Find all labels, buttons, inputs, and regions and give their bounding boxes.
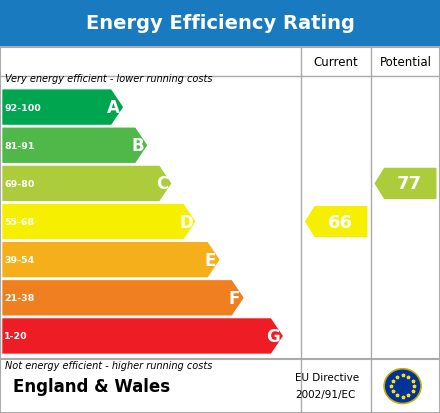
Text: EU Directive: EU Directive	[295, 372, 359, 382]
Text: G: G	[267, 327, 280, 345]
Text: 66: 66	[327, 213, 352, 231]
Text: Potential: Potential	[379, 55, 432, 69]
Text: Not energy efficient - higher running costs: Not energy efficient - higher running co…	[5, 360, 213, 370]
Polygon shape	[2, 204, 196, 240]
Text: B: B	[132, 137, 144, 155]
Text: 55-68: 55-68	[4, 218, 35, 226]
Text: England & Wales: England & Wales	[13, 377, 170, 395]
Polygon shape	[2, 318, 284, 354]
Circle shape	[384, 369, 421, 404]
Text: 39-54: 39-54	[4, 256, 34, 265]
Text: C: C	[156, 175, 168, 193]
Text: 21-38: 21-38	[4, 294, 35, 303]
Text: Energy Efficiency Rating: Energy Efficiency Rating	[85, 14, 355, 33]
Text: 92-100: 92-100	[4, 103, 41, 112]
Text: Very energy efficient - lower running costs: Very energy efficient - lower running co…	[5, 74, 213, 84]
Polygon shape	[2, 242, 220, 278]
Polygon shape	[2, 90, 124, 126]
Polygon shape	[2, 280, 244, 316]
Text: F: F	[229, 289, 240, 307]
Text: 69-80: 69-80	[4, 179, 35, 188]
Polygon shape	[2, 166, 172, 202]
Bar	[0, 0, 440, 47]
Text: D: D	[179, 213, 193, 231]
Bar	[0, 47, 440, 413]
Text: 2002/91/EC: 2002/91/EC	[295, 389, 355, 399]
Text: E: E	[205, 251, 216, 269]
Text: 1-20: 1-20	[4, 332, 28, 341]
Text: 77: 77	[397, 175, 422, 193]
Polygon shape	[374, 169, 436, 199]
Polygon shape	[305, 206, 367, 237]
Text: Current: Current	[314, 55, 359, 69]
Text: 81-91: 81-91	[4, 141, 35, 150]
Polygon shape	[2, 128, 148, 164]
Text: A: A	[107, 99, 120, 117]
